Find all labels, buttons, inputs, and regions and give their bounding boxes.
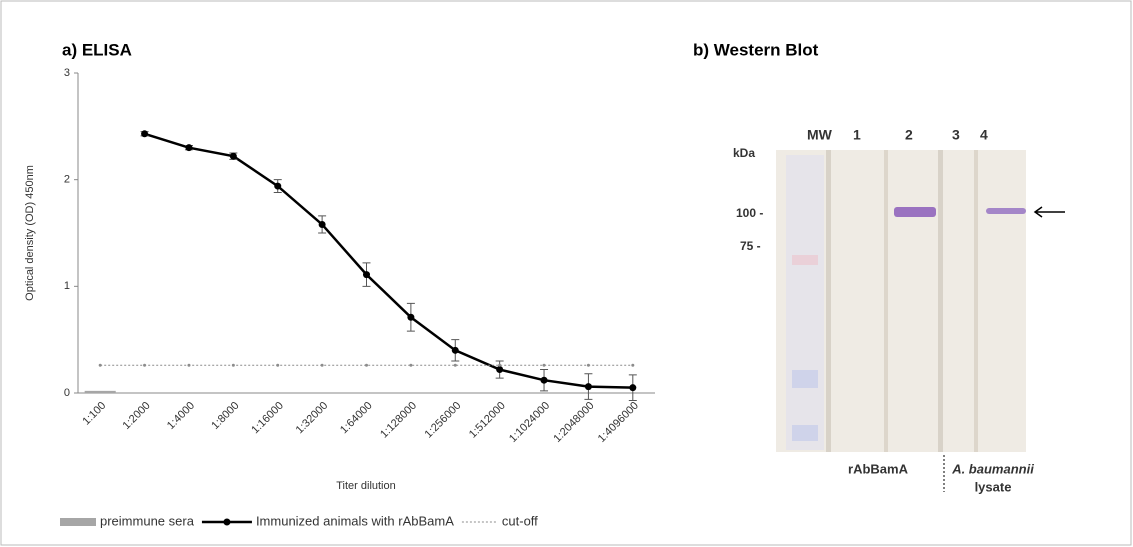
- cutoff-point: [409, 364, 412, 367]
- group-label: lysate: [975, 479, 1012, 494]
- line: [145, 134, 633, 388]
- cutoff-point: [232, 364, 235, 367]
- group-label: rAbBamA: [848, 461, 909, 476]
- cutoff-point: [321, 364, 324, 367]
- legend-label: cut-off: [502, 513, 538, 528]
- cutoff-point: [587, 364, 590, 367]
- lane-label: MW: [807, 127, 833, 143]
- cutoff-point: [143, 364, 146, 367]
- lane-label: 4: [980, 127, 988, 143]
- x-tick-label: 1:32000: [294, 400, 331, 437]
- cutoff-point: [498, 364, 501, 367]
- cutoff-point: [454, 364, 457, 367]
- x-tick-label: 1:16000: [249, 400, 286, 437]
- cutoff-point: [631, 364, 634, 367]
- point: [185, 144, 192, 151]
- group-label: A. baumannii: [951, 461, 1034, 476]
- point: [452, 347, 459, 354]
- legend-label: Immunized animals with rAbBamA: [256, 513, 454, 528]
- y-tick-label: 3: [64, 67, 70, 79]
- point: [541, 377, 548, 384]
- legend-swatch: [223, 519, 230, 526]
- x-tick-label: 1:4096000: [596, 400, 641, 445]
- cutoff-point: [99, 364, 102, 367]
- y-tick-label: 1: [64, 280, 70, 292]
- blot-image: [776, 150, 1026, 452]
- x-tick-label: 1:1024000: [507, 400, 552, 445]
- x-tick-label: 1:8000: [209, 400, 241, 432]
- band-arrow: [1035, 207, 1065, 217]
- point: [629, 384, 636, 391]
- point: [363, 271, 370, 278]
- x-tick-label: 1:2048000: [551, 400, 596, 445]
- blot-title: b) Western Blot: [693, 40, 819, 59]
- point: [585, 383, 592, 390]
- y-tick-label: 2: [64, 174, 70, 186]
- y-tick-label: 0: [64, 387, 70, 399]
- y-axis-title: Optical density (OD) 450nm: [24, 165, 36, 301]
- cutoff-point: [365, 364, 368, 367]
- x-tick-label: 1:512000: [467, 400, 508, 441]
- x-tick-label: 1:64000: [338, 400, 375, 437]
- figure: a) ELISA Optical density (OD) 450nm Tite…: [0, 0, 1133, 547]
- x-tick-label: 1:100: [80, 400, 108, 428]
- lane-label: 3: [952, 127, 960, 143]
- x-tick-label: 1:128000: [378, 400, 419, 441]
- marker-label: 75 -: [740, 239, 761, 253]
- cutoff-point: [187, 364, 190, 367]
- point: [407, 314, 414, 321]
- cutoff-point: [543, 364, 546, 367]
- x-tick-label: 1:256000: [423, 400, 464, 441]
- point: [496, 366, 503, 373]
- point: [319, 221, 326, 228]
- x-tick-label: 1:2000: [120, 400, 152, 432]
- legend-label: preimmune sera: [100, 513, 195, 528]
- bar: [85, 391, 116, 393]
- lane-label: 2: [905, 127, 913, 143]
- x-axis-title: Titer dilution: [336, 480, 396, 492]
- point: [230, 153, 237, 160]
- legend-swatch: [60, 518, 96, 526]
- cutoff-point: [276, 364, 279, 367]
- lane-label: 1: [853, 127, 861, 143]
- x-tick-label: 1:4000: [165, 400, 197, 432]
- marker-label: 100 -: [736, 206, 763, 220]
- unit-label: kDa: [733, 146, 755, 160]
- point: [141, 130, 148, 137]
- chart-title: a) ELISA: [62, 40, 132, 59]
- point: [274, 183, 281, 190]
